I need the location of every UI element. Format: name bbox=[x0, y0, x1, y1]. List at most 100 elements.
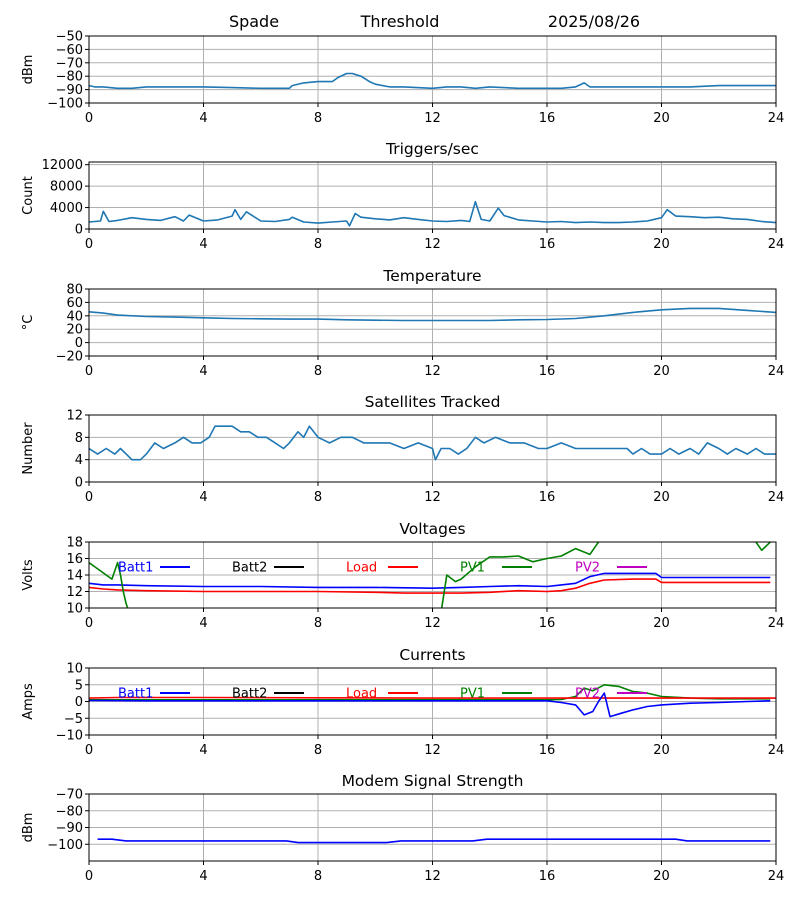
x-tick-label: 24 bbox=[768, 364, 785, 379]
x-tick-label: 0 bbox=[85, 237, 93, 252]
y-tick-label: −80 bbox=[56, 70, 83, 85]
series-line-load bbox=[89, 578, 771, 594]
series-line-load bbox=[89, 696, 776, 699]
chart-title: Temperature bbox=[382, 267, 481, 285]
y-tick-label: −20 bbox=[56, 350, 83, 365]
x-tick-label: 0 bbox=[85, 869, 93, 884]
y-tick-label: 10 bbox=[66, 602, 83, 617]
x-tick-label: 16 bbox=[539, 490, 556, 505]
y-tick-label: −50 bbox=[56, 30, 83, 45]
series-line bbox=[89, 425, 776, 461]
x-tick-label: 16 bbox=[539, 364, 556, 379]
chart-triggers: 0 4 8 12 16 20 24 0 4000 8000 12000 Triggers/sec Cou… bbox=[21, 140, 784, 252]
x-tick-label: 12 bbox=[424, 237, 441, 252]
chart-title: Triggers/sec bbox=[385, 140, 479, 158]
y-tick-label: 8 bbox=[75, 431, 83, 446]
x-tick-label: 16 bbox=[539, 111, 556, 126]
x-tick-label: 4 bbox=[199, 616, 207, 631]
header-site: Spade bbox=[229, 12, 279, 31]
x-tick-label: 24 bbox=[768, 237, 785, 252]
x-tick-label: 20 bbox=[653, 111, 670, 126]
y-tick-label: 80 bbox=[66, 283, 83, 298]
legend-label-batt1: Batt1 bbox=[118, 561, 153, 576]
y-tick-label: 5 bbox=[75, 678, 83, 693]
y-tick-label: −60 bbox=[56, 43, 83, 58]
y-axis-label: °C bbox=[21, 315, 36, 331]
x-tick-label: 8 bbox=[314, 869, 322, 884]
x-tick-label: 16 bbox=[539, 237, 556, 252]
legend-label-batt2: Batt2 bbox=[232, 687, 267, 702]
x-tick-label: 20 bbox=[653, 743, 670, 758]
y-tick-label: 14 bbox=[66, 569, 83, 584]
x-tick-label: 12 bbox=[424, 490, 441, 505]
x-tick-label: 24 bbox=[768, 616, 785, 631]
x-tick-label: 0 bbox=[85, 111, 93, 126]
series-line bbox=[89, 307, 776, 322]
y-axis-label: dBm bbox=[21, 55, 36, 85]
y-axis-label: dBm bbox=[21, 813, 36, 843]
series-line bbox=[89, 200, 776, 227]
x-tick-label: 24 bbox=[768, 743, 785, 758]
x-tick-label: 4 bbox=[199, 743, 207, 758]
legend-label-load: Load bbox=[346, 687, 377, 702]
y-tick-label: −10 bbox=[56, 729, 83, 744]
x-tick-label: 24 bbox=[768, 490, 785, 505]
x-tick-label: 20 bbox=[653, 490, 670, 505]
x-tick-label: 8 bbox=[314, 490, 322, 505]
y-tick-label: 0 bbox=[75, 476, 83, 491]
y-tick-label: 16 bbox=[66, 552, 83, 567]
y-axis-label: Amps bbox=[21, 683, 36, 720]
y-tick-label: 12000 bbox=[42, 158, 83, 173]
x-tick-label: 20 bbox=[653, 869, 670, 884]
x-tick-label: 12 bbox=[424, 364, 441, 379]
header-mode: Threshold bbox=[360, 12, 440, 31]
y-axis-label: Number bbox=[21, 422, 36, 475]
legend-label-load: Load bbox=[346, 561, 377, 576]
x-tick-label: 12 bbox=[424, 616, 441, 631]
x-tick-label: 20 bbox=[653, 616, 670, 631]
y-tick-label: 18 bbox=[66, 536, 83, 551]
y-tick-label: −80 bbox=[56, 804, 83, 819]
y-tick-label: −5 bbox=[64, 712, 83, 727]
x-tick-label: 0 bbox=[85, 364, 93, 379]
y-tick-label: 40 bbox=[66, 309, 83, 324]
x-tick-label: 4 bbox=[199, 111, 207, 126]
x-tick-label: 0 bbox=[85, 616, 93, 631]
x-tick-label: 4 bbox=[199, 237, 207, 252]
chart-title: Voltages bbox=[399, 520, 465, 538]
chart-satellites: 0 4 8 12 16 20 24 0 4 8 12 Satellites Tracked Number bbox=[21, 393, 784, 505]
x-tick-label: 8 bbox=[314, 743, 322, 758]
x-tick-label: 4 bbox=[199, 490, 207, 505]
x-tick-label: 4 bbox=[199, 364, 207, 379]
y-tick-label: −100 bbox=[47, 838, 83, 853]
y-tick-label: 60 bbox=[66, 296, 83, 311]
y-tick-label: 4000 bbox=[50, 201, 83, 216]
y-tick-label: 12 bbox=[66, 585, 83, 600]
series-line-pv1 bbox=[89, 542, 771, 608]
x-tick-label: 16 bbox=[539, 869, 556, 884]
y-tick-label: −90 bbox=[56, 83, 83, 98]
legend-label-batt2: Batt2 bbox=[232, 561, 267, 576]
y-tick-label: 8000 bbox=[50, 180, 83, 195]
y-tick-label: −90 bbox=[56, 821, 83, 836]
legend-label-pv1: PV1 bbox=[460, 687, 485, 702]
x-tick-label: 24 bbox=[768, 869, 785, 884]
legend-label-pv2: PV2 bbox=[575, 561, 600, 576]
y-tick-label: −100 bbox=[47, 97, 83, 112]
x-tick-label: 20 bbox=[653, 364, 670, 379]
chart-modem: 0 4 8 12 16 20 24 −100 −90 −80−70 Modem Signal Str… bbox=[21, 772, 784, 884]
x-tick-label: 20 bbox=[653, 237, 670, 252]
y-axis-label: Count bbox=[21, 176, 36, 215]
x-tick-label: 8 bbox=[314, 364, 322, 379]
y-tick-label: 0 bbox=[75, 695, 83, 710]
chart-currents: 0 4 8 12 16 20 24 −10 −5 0 510 Currents Amps Batt1 Bat… bbox=[21, 646, 784, 758]
series-line bbox=[97, 838, 771, 844]
y-tick-label: 10 bbox=[66, 662, 83, 677]
x-tick-label: 12 bbox=[424, 743, 441, 758]
x-tick-label: 24 bbox=[768, 111, 785, 126]
y-tick-label: 0 bbox=[75, 336, 83, 351]
y-tick-label: 0 bbox=[75, 223, 83, 238]
x-tick-label: 8 bbox=[314, 111, 322, 126]
